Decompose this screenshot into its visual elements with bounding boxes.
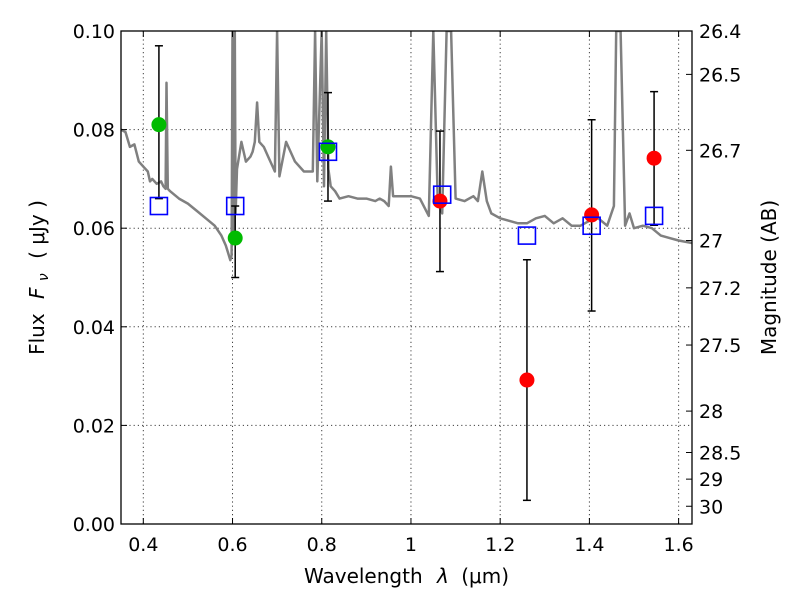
y-axis-label-unit: ( μJy ) xyxy=(25,200,49,259)
x-tick-label: 1.2 xyxy=(485,534,515,556)
magnitude-tick-label: 27.2 xyxy=(699,278,741,300)
grid xyxy=(121,30,692,525)
magnitude-tick-label: 28.5 xyxy=(699,443,741,465)
magnitude-tick-label: 28 xyxy=(699,401,723,423)
green-circle-marker xyxy=(320,139,336,155)
magnitude-tick-label: 30 xyxy=(699,496,723,518)
magnitude-tick-label: 27 xyxy=(699,231,723,253)
blue-square-marker xyxy=(517,226,537,245)
y-tick-label: 0.02 xyxy=(73,415,115,437)
errorbar-layer xyxy=(154,45,659,502)
model-spectrum-layer xyxy=(121,31,692,262)
blue-square-marker xyxy=(644,206,664,226)
green-circle-marker xyxy=(151,117,167,133)
red-circle-marker xyxy=(432,193,448,209)
blue-square-marker xyxy=(432,185,452,204)
x-tick-label: 0.6 xyxy=(217,534,247,556)
model-spectrum-line xyxy=(121,31,692,262)
y-tick-label: 0.10 xyxy=(73,21,115,43)
x-tick-label: 1 xyxy=(405,534,417,556)
y-axis-label-text: Flux xyxy=(25,313,49,355)
blue-square-marker xyxy=(149,196,169,216)
magnitude-tick-label: 29 xyxy=(699,469,723,491)
y-tick-label: 0.04 xyxy=(73,317,115,339)
x-tick-label: 0.8 xyxy=(307,534,337,556)
y-tick-label: 0.06 xyxy=(73,218,115,240)
x-tick-label: 1.6 xyxy=(664,534,694,556)
y-tick-label: 0.08 xyxy=(73,120,115,142)
y-axis-label-subscript: ν xyxy=(36,273,52,281)
blue-square-marker xyxy=(318,142,338,162)
green-circle-marker xyxy=(227,230,243,246)
magnitude-tick-label: 26.7 xyxy=(699,140,741,162)
red-circle-marker xyxy=(519,372,535,388)
magnitude-tick-label: 26.5 xyxy=(699,64,741,86)
red-circle-marker xyxy=(646,150,662,166)
magnitude-axis-label: Magnitude (AB) xyxy=(757,200,781,355)
y-tick-label: 0.00 xyxy=(73,514,115,536)
blue-square-marker xyxy=(225,196,245,216)
plot-frame xyxy=(120,30,693,525)
marker-layer xyxy=(149,117,664,388)
x-axis-label-unit: (μm) xyxy=(461,564,509,588)
x-tick-label: 1.4 xyxy=(574,534,604,556)
y-axis-label: Flux F ν ( μJy ) xyxy=(25,200,53,355)
x-axis-label-symbol: λ xyxy=(436,564,449,588)
tick-layer: 0.4 0.6 0.8 1 1.2 1.4 1.6 0.00 0.02 0.04 0.06 0.08 0… xyxy=(73,21,742,556)
x-axis-label: Wavelength λ (μm) xyxy=(304,564,509,588)
red-circle-marker xyxy=(584,207,600,223)
magnitude-tick-label: 27.5 xyxy=(699,335,741,357)
x-axis-label-text: Wavelength xyxy=(304,564,423,588)
blue-square-marker xyxy=(582,216,601,236)
y-axis-label-symbol: F xyxy=(25,287,49,299)
x-tick-label: 0.4 xyxy=(128,534,158,556)
magnitude-tick-label: 26.4 xyxy=(699,21,741,43)
